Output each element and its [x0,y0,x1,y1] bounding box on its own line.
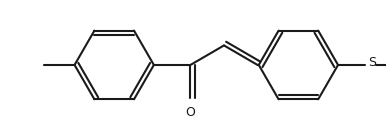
Text: O: O [185,106,195,119]
Text: S: S [368,56,376,69]
